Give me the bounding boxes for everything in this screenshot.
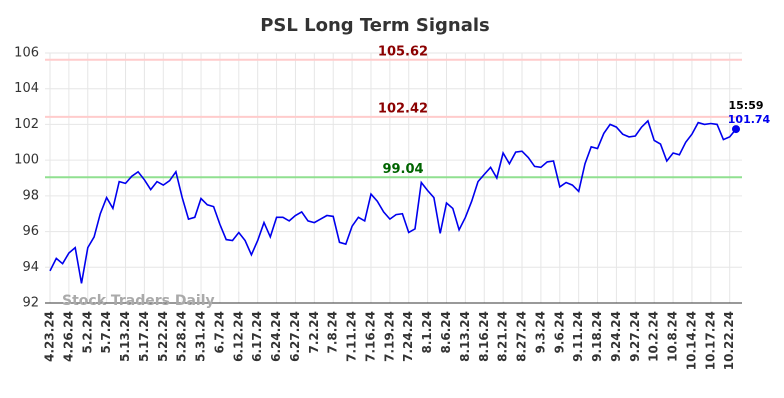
y-tick-label: 102: [14, 117, 39, 132]
y-tick-label: 98: [22, 188, 39, 203]
x-tick-label: 7.11.24: [345, 311, 359, 362]
last-value: 101.74: [728, 113, 771, 126]
x-tick-label: 8.27.24: [515, 311, 529, 362]
x-tick-label: 10.22.24: [722, 311, 736, 370]
signal-label: 105.62: [378, 44, 428, 59]
last-point: [732, 125, 740, 134]
x-tick-label: 7.19.24: [382, 311, 396, 362]
chart-title: PSL Long Term Signals: [260, 15, 490, 36]
y-tick-label: 92: [22, 296, 39, 311]
watermark: Stock Traders Daily: [62, 293, 215, 309]
x-tick-label: 4.26.24: [61, 311, 75, 362]
x-tick-label: 5.13.24: [118, 311, 132, 362]
x-tick-label: 4.23.24: [43, 311, 57, 362]
x-tick-label: 9.24.24: [609, 311, 623, 362]
y-tick-label: 96: [22, 224, 39, 239]
price-line: [49, 119, 737, 284]
x-tick-label: 6.27.24: [288, 311, 302, 362]
x-tick-label: 9.11.24: [571, 311, 585, 362]
x-tick-label: 7.24.24: [401, 311, 415, 362]
x-tick-label: 7.16.24: [363, 311, 377, 362]
x-tick-label: 5.22.24: [156, 311, 170, 362]
x-tick-label: 9.18.24: [590, 311, 604, 362]
x-tick-label: 8.13.24: [458, 311, 472, 362]
x-tick-label: 8.16.24: [477, 311, 491, 362]
x-tick-label: 6.7.24: [212, 311, 226, 354]
signal-label: 99.04: [382, 162, 423, 177]
x-tick-label: 8.21.24: [496, 311, 510, 362]
x-tick-label: 7.8.24: [326, 311, 340, 354]
x-tick-label: 10.8.24: [666, 311, 680, 362]
x-tick-label: 10.17.24: [703, 311, 717, 370]
last-time: 15:59: [728, 99, 763, 112]
x-tick-label: 9.3.24: [533, 311, 547, 354]
x-tick-label: 6.12.24: [231, 311, 245, 362]
x-tick-label: 5.31.24: [194, 311, 208, 362]
x-tick-label: 6.17.24: [250, 311, 264, 362]
y-tick-label: 94: [22, 260, 39, 275]
x-tick-label: 5.2.24: [80, 311, 94, 354]
x-tick-label: 10.14.24: [684, 311, 698, 370]
x-tick-label: 5.17.24: [137, 311, 151, 362]
x-tick-label: 9.27.24: [628, 311, 642, 362]
x-tick-label: 7.2.24: [307, 311, 321, 354]
x-tick-label: 9.6.24: [552, 311, 566, 354]
signal-label: 102.42: [378, 101, 428, 116]
x-tick-label: 5.28.24: [175, 311, 189, 362]
x-tick-label: 10.2.24: [647, 311, 661, 362]
y-tick-label: 104: [14, 81, 39, 96]
x-tick-label: 5.7.24: [99, 311, 113, 354]
x-tick-label: 8.6.24: [439, 311, 453, 354]
x-tick-label: 6.24.24: [269, 311, 283, 362]
x-tick-label: 8.1.24: [420, 311, 434, 354]
y-tick-label: 100: [14, 153, 39, 168]
y-tick-label: 106: [14, 46, 39, 61]
